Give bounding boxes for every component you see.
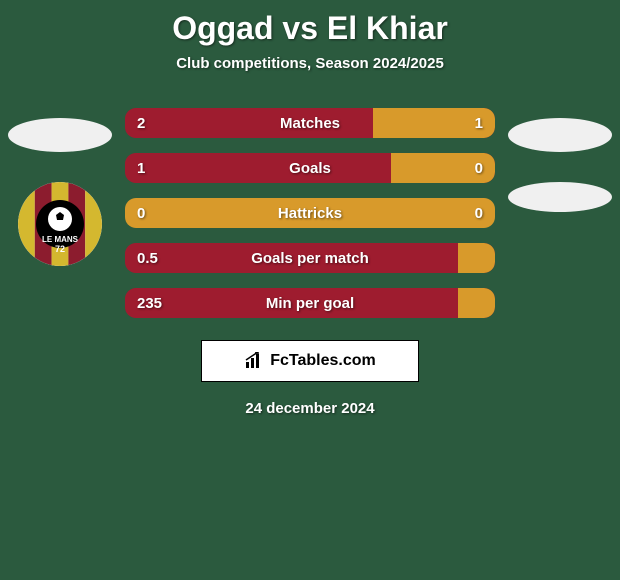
bar-label: Goals bbox=[125, 160, 495, 177]
footer-brand-box: FcTables.com bbox=[201, 340, 419, 382]
club-badge-left: LE MANS 72 bbox=[18, 182, 102, 266]
bar-label: Min per goal bbox=[125, 295, 495, 312]
footer-brand-text: FcTables.com bbox=[270, 352, 376, 370]
bar-value-right: 1 bbox=[475, 115, 483, 132]
player-ellipse-left bbox=[8, 118, 112, 152]
svg-text:72: 72 bbox=[55, 244, 65, 254]
bar-label: Matches bbox=[125, 115, 495, 132]
left-player-column: LE MANS 72 bbox=[8, 118, 112, 266]
stat-bar-row: 0.5Goals per match bbox=[125, 243, 495, 273]
bar-chart-icon bbox=[244, 352, 266, 370]
stat-bar-row: 0Hattricks0 bbox=[125, 198, 495, 228]
bar-label: Goals per match bbox=[125, 250, 495, 267]
stats-bars: 2Matches11Goals00Hattricks00.5Goals per … bbox=[125, 108, 495, 318]
comparison-card: Oggad vs El Khiar Club competitions, Sea… bbox=[0, 0, 620, 580]
club-crest-icon: LE MANS 72 bbox=[18, 182, 102, 266]
stat-bar-row: 1Goals0 bbox=[125, 153, 495, 183]
right-player-column bbox=[508, 118, 612, 212]
date-text: 24 december 2024 bbox=[245, 400, 374, 417]
bar-label: Hattricks bbox=[125, 205, 495, 222]
stat-bar-row: 2Matches1 bbox=[125, 108, 495, 138]
player-ellipse-right-2 bbox=[508, 182, 612, 212]
bar-value-right: 0 bbox=[475, 205, 483, 222]
subtitle: Club competitions, Season 2024/2025 bbox=[176, 55, 444, 72]
page-title: Oggad vs El Khiar bbox=[172, 10, 448, 47]
player-ellipse-right-1 bbox=[508, 118, 612, 152]
stat-bar-row: 235Min per goal bbox=[125, 288, 495, 318]
bar-value-right: 0 bbox=[475, 160, 483, 177]
svg-text:LE MANS: LE MANS bbox=[42, 235, 79, 244]
